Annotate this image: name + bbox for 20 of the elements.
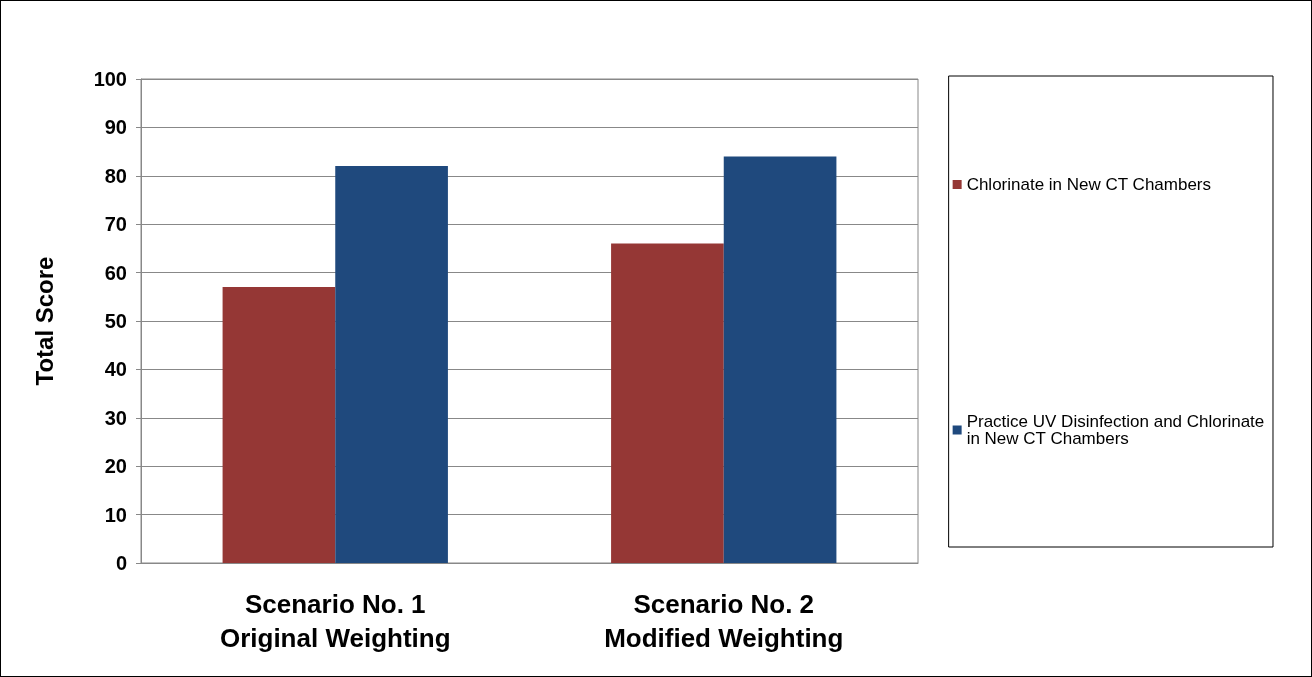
- y-tick-label: 80: [104, 164, 127, 187]
- y-tick-label: 90: [104, 116, 127, 139]
- legend-label: Practice UV Disinfection and Chlorinate in New CT Chambers: [966, 412, 1270, 448]
- legend-label: Chlorinate in New CT Chambers: [966, 175, 1212, 194]
- bar: [335, 166, 448, 563]
- y-tick-label: 60: [104, 261, 127, 284]
- y-tick-label: 30: [104, 406, 127, 429]
- bar: [222, 287, 336, 563]
- y-tick-label: 20: [104, 455, 127, 478]
- bar: [611, 243, 724, 563]
- y-tick-label: 10: [104, 503, 127, 526]
- y-tick-label: 0: [115, 552, 127, 574]
- bar: [723, 156, 837, 563]
- y-tick-label: 100: [93, 68, 127, 90]
- x-tick-label: Scenario No. 2 Modified Weighting: [604, 589, 844, 653]
- y-tick-label: 70: [104, 213, 127, 236]
- y-tick-label: 50: [104, 310, 127, 332]
- y-tick-label: 40: [104, 358, 127, 381]
- y-axis-title: Total Score: [30, 256, 58, 386]
- x-tick-label: Scenario No. 1 Original Weighting: [219, 589, 451, 653]
